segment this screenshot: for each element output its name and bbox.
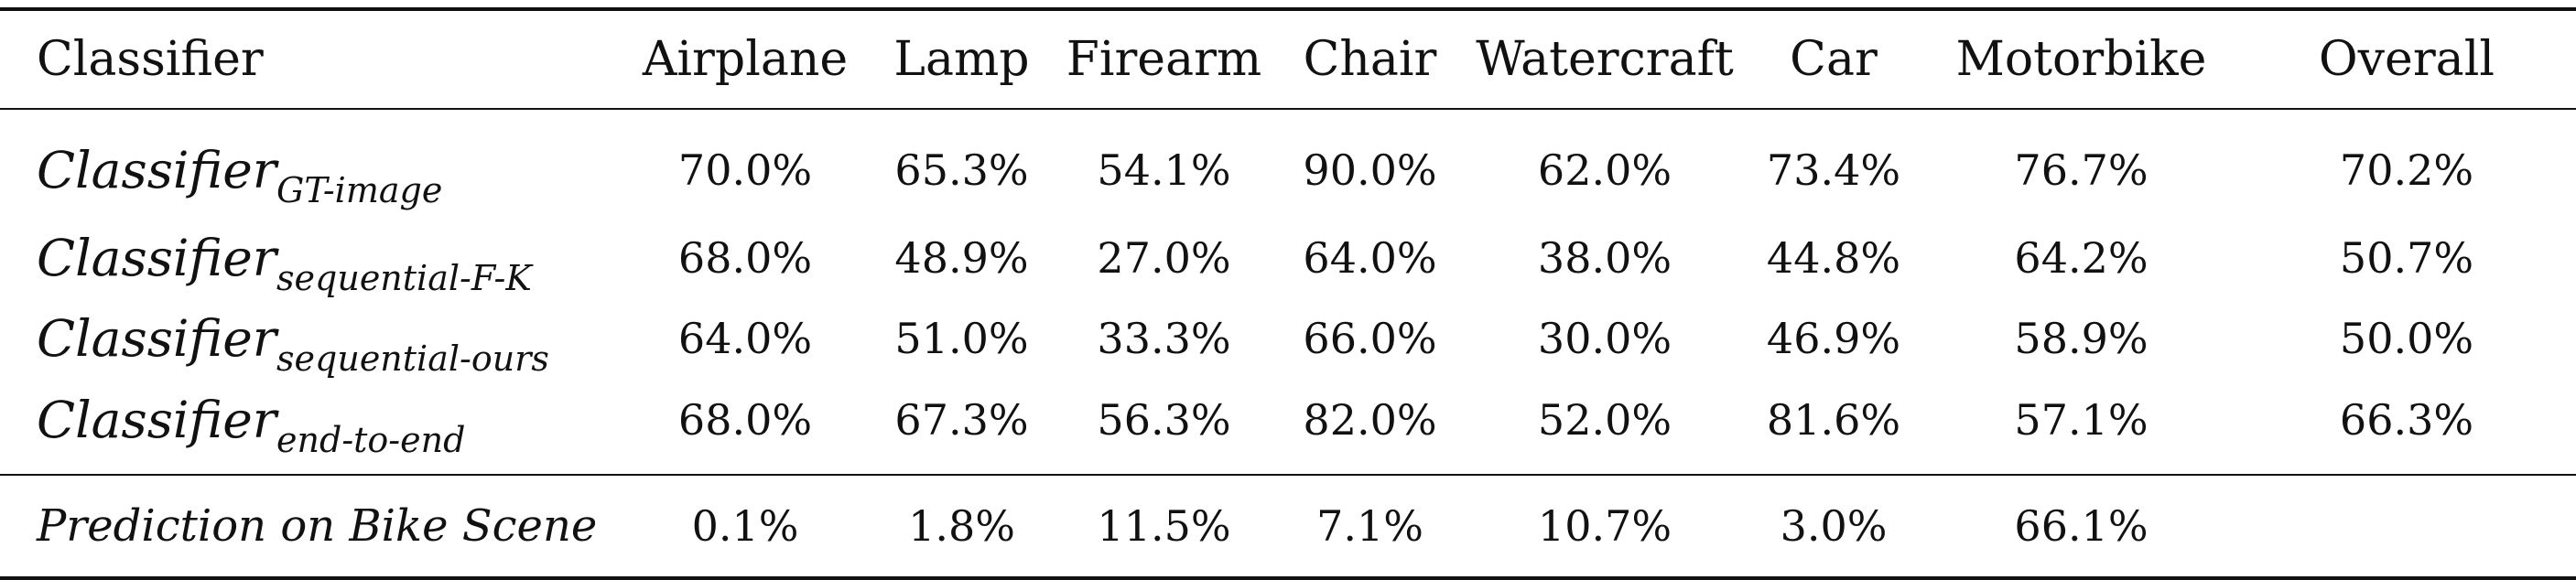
- cell-value: 50.7%: [2339, 233, 2474, 283]
- cell-value: 76.7%: [2014, 145, 2148, 195]
- cell-value: 62.0%: [1537, 145, 1672, 195]
- cell-value: 58.9%: [2014, 314, 2148, 363]
- row-label: Classifiersequential-F-K: [0, 218, 622, 298]
- header-row: Classifier Airplane Lamp Firearm Chair W…: [0, 9, 2576, 109]
- cell-value: 82.0%: [1303, 395, 1437, 445]
- header-airplane: Airplane: [642, 32, 849, 87]
- cell-value: 90.0%: [1303, 145, 1437, 195]
- prediction-row: Prediction on Bike Scene 0.1% 1.8% 11.5%…: [0, 475, 2576, 578]
- row-label-subscript: sequential-ours: [276, 338, 549, 379]
- cell-value: [2237, 475, 2576, 578]
- cell-value: 68.0%: [677, 395, 813, 445]
- cell-value: 67.3%: [894, 395, 1029, 445]
- header-overall: Overall: [2319, 32, 2495, 87]
- header-watercraft: Watercraft: [1476, 32, 1734, 87]
- cell-value: 38.0%: [1537, 233, 1672, 283]
- cell-value: 70.0%: [677, 145, 813, 195]
- cell-value: 73.4%: [1766, 145, 1901, 195]
- cell-value: 30.0%: [1537, 314, 1672, 363]
- cell-value: 64.0%: [677, 314, 813, 363]
- row-label: Classifiersequential-ours: [0, 298, 622, 379]
- header-classifier: Classifier: [37, 32, 264, 87]
- cell-value: 65.3%: [894, 145, 1029, 195]
- cell-value: 27.0%: [1097, 233, 1231, 283]
- row-label-main: Classifier: [37, 309, 277, 368]
- cell-value: 56.3%: [1097, 395, 1231, 445]
- table-row: Classifierend-to-end 68.0% 67.3% 56.3% 8…: [0, 379, 2576, 475]
- results-table-container: Classifier Airplane Lamp Firearm Chair W…: [0, 9, 2576, 578]
- cell-value: 48.9%: [894, 233, 1029, 283]
- cell-value: 64.0%: [1303, 233, 1437, 283]
- table-row: ClassifierGT-image 70.0% 65.3% 54.1% 90.…: [0, 109, 2576, 218]
- cell-value: 0.1%: [691, 501, 799, 551]
- header-car: Car: [1790, 32, 1878, 87]
- cell-value: 11.5%: [1097, 501, 1231, 551]
- cell-value: 81.6%: [1766, 395, 1901, 445]
- cell-value: 33.3%: [1097, 314, 1231, 363]
- cell-value: 46.9%: [1766, 314, 1901, 363]
- cell-value: 52.0%: [1537, 395, 1672, 445]
- row-label-main: Classifier: [37, 391, 277, 449]
- cell-value: 64.2%: [2014, 233, 2148, 283]
- cell-value: 66.3%: [2339, 395, 2474, 445]
- cell-value: 10.7%: [1537, 501, 1672, 551]
- cell-value: 57.1%: [2014, 395, 2148, 445]
- table-row: Classifiersequential-F-K 68.0% 48.9% 27.…: [0, 218, 2576, 298]
- cell-value: 70.2%: [2339, 145, 2474, 195]
- results-table: Classifier Airplane Lamp Firearm Chair W…: [0, 7, 2576, 580]
- header-chair: Chair: [1303, 32, 1437, 87]
- row-label: ClassifierGT-image: [0, 109, 622, 218]
- row-label: Classifierend-to-end: [0, 379, 622, 475]
- cell-value: 7.1%: [1316, 501, 1423, 551]
- cell-value: 54.1%: [1097, 145, 1231, 195]
- cell-value: 50.0%: [2339, 314, 2474, 363]
- cell-value: 51.0%: [894, 314, 1029, 363]
- row-label-main: Classifier: [37, 141, 277, 199]
- row-label-main: Classifier: [37, 229, 277, 287]
- table-row: Classifiersequential-ours 64.0% 51.0% 33…: [0, 298, 2576, 379]
- header-lamp: Lamp: [893, 32, 1030, 87]
- prediction-row-label: Prediction on Bike Scene: [37, 500, 598, 552]
- cell-value: 68.0%: [677, 233, 813, 283]
- cell-value: 66.0%: [1303, 314, 1437, 363]
- cell-value: 66.1%: [2014, 501, 2148, 551]
- header-firearm: Firearm: [1066, 32, 1262, 87]
- cell-value: 3.0%: [1780, 501, 1888, 551]
- cell-value: 44.8%: [1766, 233, 1901, 283]
- header-motorbike: Motorbike: [1955, 32, 2207, 87]
- cell-value: 1.8%: [908, 501, 1015, 551]
- row-label-subscript: GT-image: [276, 170, 443, 210]
- row-label-subscript: sequential-F-K: [276, 258, 532, 298]
- row-label-subscript: end-to-end: [276, 420, 466, 460]
